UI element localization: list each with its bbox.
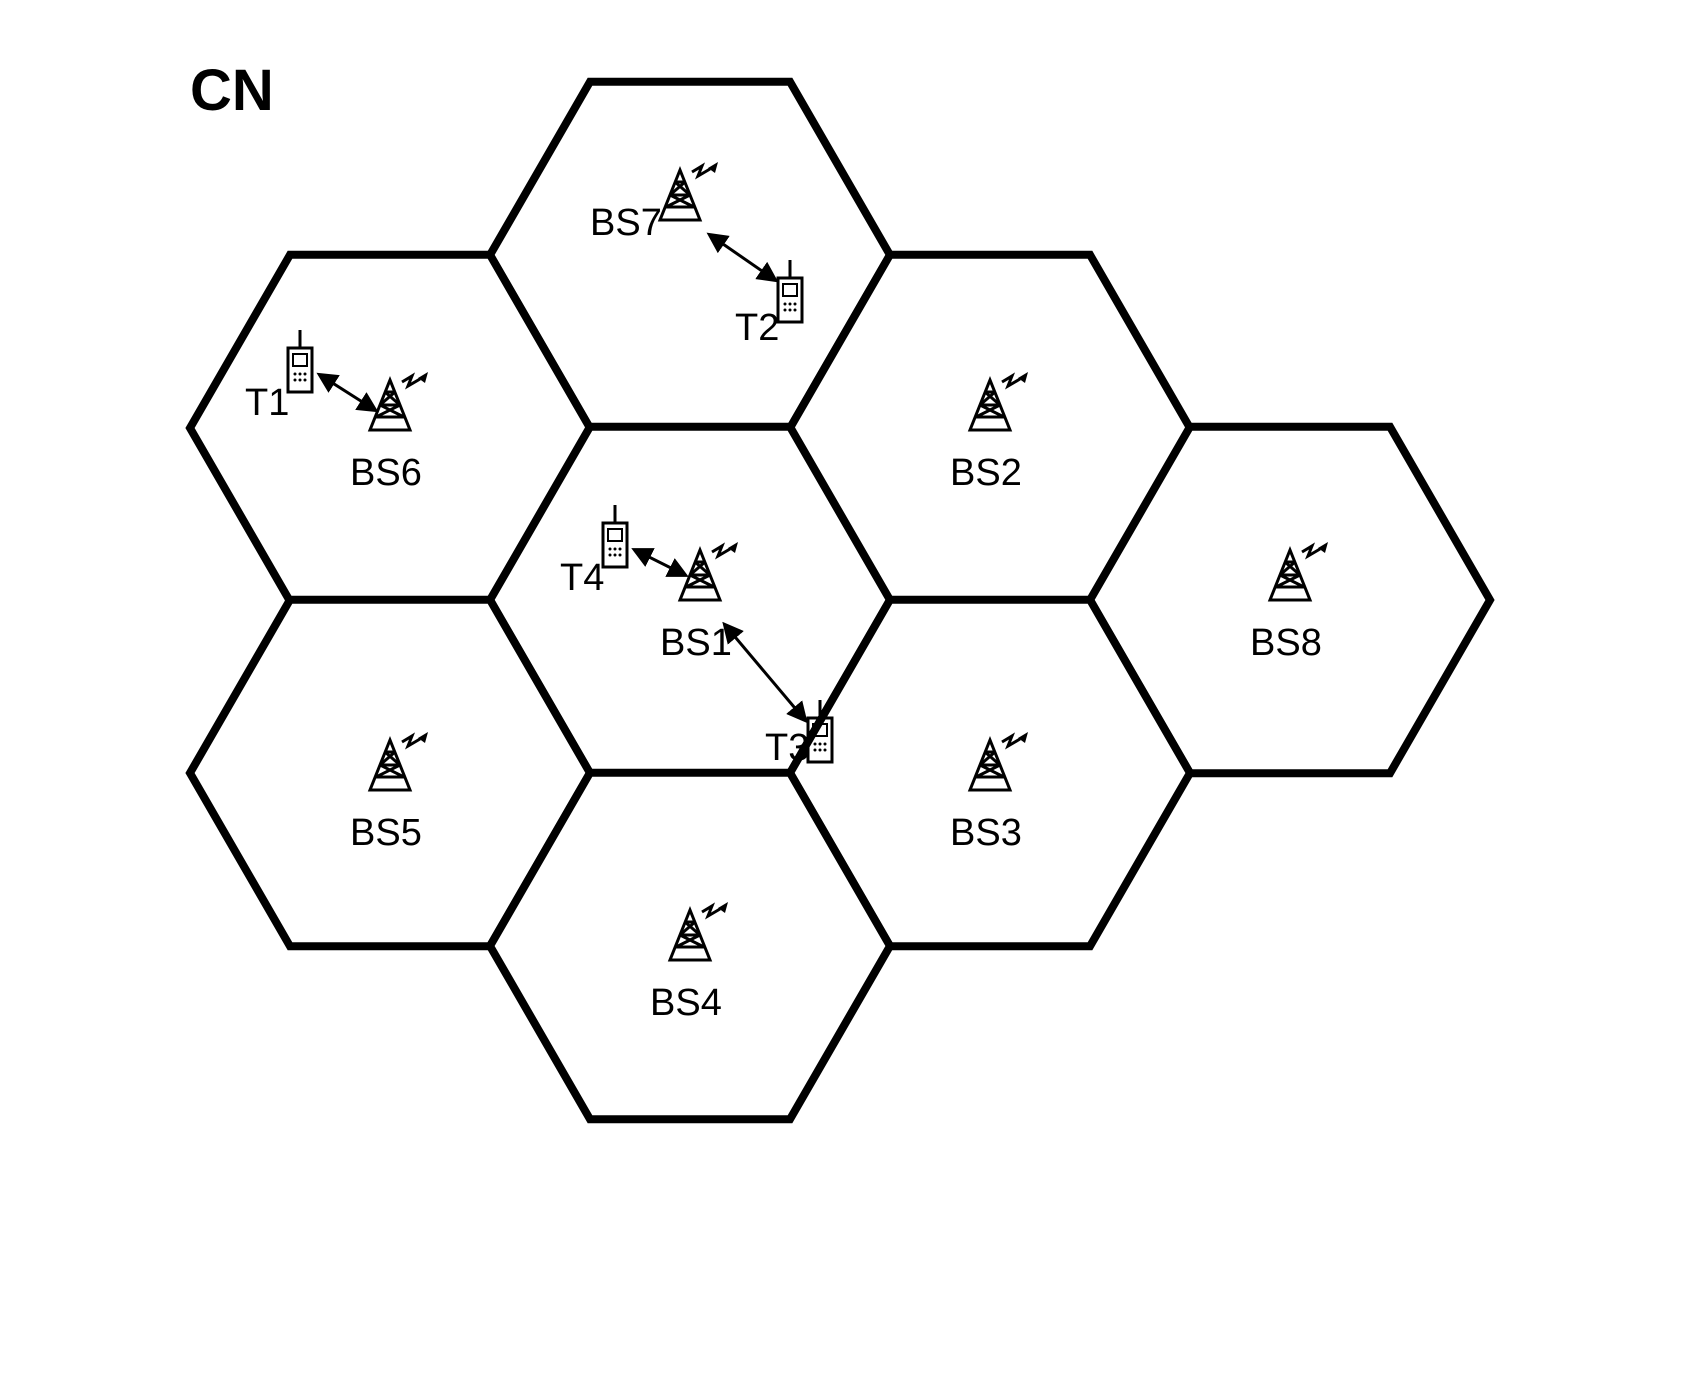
basestation-label: BS2	[950, 452, 1022, 494]
basestation-label: BS1	[660, 622, 732, 664]
basestation-label: BS4	[650, 982, 722, 1024]
diagram-title: CN	[190, 58, 274, 123]
basestation-label: BS5	[350, 812, 422, 854]
basestation-label: BS7	[590, 202, 662, 244]
basestation-label: BS8	[1250, 622, 1322, 664]
terminal-label: T1	[245, 382, 289, 424]
basestation-label: BS6	[350, 452, 422, 494]
terminal-label: T3	[765, 727, 809, 769]
basestation-label: BS3	[950, 812, 1022, 854]
terminal-label: T4	[560, 557, 604, 599]
terminal-label: T2	[735, 307, 779, 349]
